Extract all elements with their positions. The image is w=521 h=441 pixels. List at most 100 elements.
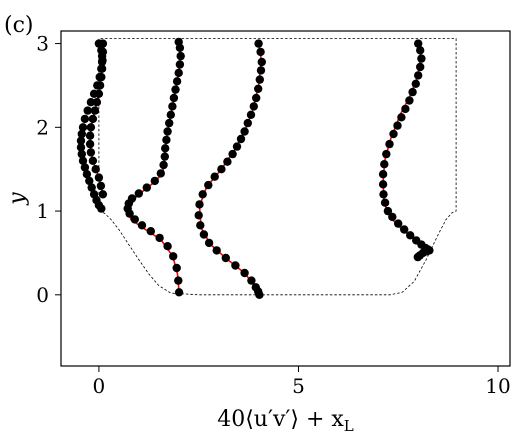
- data-point: [99, 190, 107, 198]
- data-point: [155, 234, 163, 242]
- data-point: [169, 252, 177, 260]
- data-point: [176, 44, 184, 52]
- data-point: [86, 140, 94, 148]
- data-point: [81, 115, 89, 123]
- data-point: [168, 102, 176, 110]
- data-point: [162, 136, 170, 144]
- data-point: [379, 190, 387, 198]
- x-tick-label: 0: [93, 374, 106, 398]
- data-point: [382, 150, 390, 158]
- data-point: [176, 60, 184, 68]
- data-point: [388, 213, 396, 221]
- x-axis-label-main: 40⟨u′v′⟩ + x: [217, 407, 344, 432]
- data-point: [254, 85, 262, 93]
- x-axis-label-subscript: L: [344, 417, 354, 435]
- data-point: [389, 130, 397, 138]
- data-point: [240, 127, 248, 135]
- data-point: [200, 230, 208, 238]
- data-point: [397, 113, 405, 121]
- data-point: [255, 291, 263, 299]
- data-point: [95, 173, 103, 181]
- data-point: [93, 81, 101, 89]
- data-point: [161, 144, 169, 152]
- data-point: [177, 52, 185, 60]
- data-point: [416, 46, 424, 54]
- data-point: [257, 66, 265, 74]
- data-point: [143, 183, 151, 191]
- y-tick-label: 3: [36, 32, 49, 56]
- data-point: [195, 211, 203, 219]
- data-point: [161, 152, 169, 160]
- data-point: [138, 221, 146, 229]
- data-point: [173, 77, 181, 85]
- data-point: [252, 94, 260, 102]
- data-point: [385, 140, 393, 148]
- data-point: [195, 200, 203, 208]
- y-tick-label: 0: [36, 283, 49, 307]
- data-point: [250, 102, 258, 110]
- data-point: [92, 165, 100, 173]
- data-point: [237, 135, 245, 143]
- y-tick-label: 1: [36, 199, 49, 223]
- data-point: [211, 173, 219, 181]
- data-point: [91, 106, 99, 114]
- data-point: [171, 85, 179, 93]
- data-point: [416, 63, 424, 71]
- data-point: [254, 39, 262, 47]
- x-tick-label: 5: [292, 374, 305, 398]
- data-point: [174, 276, 182, 284]
- data-point: [86, 132, 94, 140]
- data-point: [222, 254, 230, 262]
- data-point: [151, 177, 159, 185]
- data-point: [167, 111, 175, 119]
- data-point: [97, 182, 105, 190]
- x-axis-label: 40⟨u′v′⟩ + xL: [217, 407, 354, 435]
- data-point: [233, 142, 241, 150]
- data-point: [89, 115, 97, 123]
- data-point: [165, 119, 173, 127]
- data-point: [381, 199, 389, 207]
- data-point: [228, 150, 236, 158]
- data-point: [412, 80, 420, 88]
- data-point: [97, 204, 105, 212]
- data-point: [394, 219, 402, 227]
- data-point: [231, 261, 239, 269]
- data-point: [401, 105, 409, 113]
- data-point: [87, 148, 95, 156]
- data-point: [173, 264, 181, 272]
- data-point: [414, 253, 422, 261]
- data-point: [84, 106, 92, 114]
- data-point: [408, 88, 416, 96]
- data-point: [379, 170, 387, 178]
- data-point: [163, 242, 171, 250]
- data-point: [393, 121, 401, 129]
- data-point: [205, 239, 213, 247]
- panel-label: (c): [4, 13, 34, 38]
- data-point: [223, 158, 231, 166]
- data-point: [213, 246, 221, 254]
- data-point: [97, 65, 105, 73]
- data-point: [87, 123, 95, 131]
- data-point: [256, 75, 264, 83]
- data-point: [199, 190, 207, 198]
- data-point: [240, 269, 248, 277]
- data-point: [170, 94, 178, 102]
- data-point: [157, 169, 165, 177]
- data-point: [135, 189, 143, 197]
- x-tick-label: 10: [485, 374, 510, 398]
- data-point: [175, 69, 183, 77]
- data-point: [131, 215, 139, 223]
- data-point: [196, 221, 204, 229]
- data-point: [147, 227, 155, 235]
- data-point: [159, 161, 167, 169]
- data-point: [417, 54, 425, 62]
- data-point: [204, 181, 212, 189]
- data-point: [244, 119, 252, 127]
- data-point: [90, 90, 98, 98]
- data-point: [89, 157, 97, 165]
- y-tick-label: 2: [36, 115, 49, 139]
- data-point: [163, 127, 171, 135]
- data-point: [96, 73, 104, 81]
- data-point: [258, 58, 266, 66]
